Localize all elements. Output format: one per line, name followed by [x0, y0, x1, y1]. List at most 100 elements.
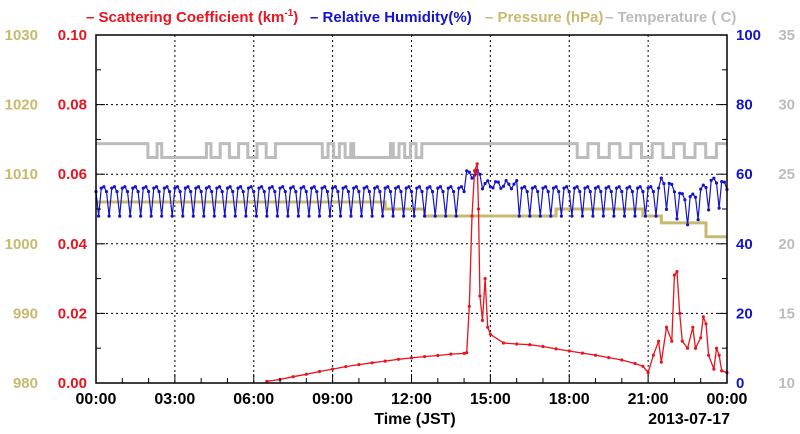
humidity-point — [523, 185, 527, 189]
humidity-point — [480, 187, 485, 191]
scattering-point — [664, 325, 669, 329]
humidity-point — [157, 190, 161, 194]
scattering-point — [701, 315, 705, 319]
humidity-point — [307, 214, 311, 218]
humidity-point — [591, 214, 595, 218]
humidity-tick-label: 40 — [736, 236, 753, 253]
humidity-point — [97, 214, 101, 218]
humidity-point — [165, 185, 169, 189]
scattering-point — [344, 365, 348, 369]
scattering-point — [370, 361, 374, 365]
humidity-point — [262, 190, 266, 194]
humidity-point — [699, 187, 703, 191]
scattering-point — [580, 351, 585, 355]
humidity-point — [317, 214, 322, 218]
humidity-point — [423, 214, 427, 218]
plot-area — [94, 34, 729, 384]
humidity-point — [565, 185, 569, 189]
humidity-point — [441, 190, 445, 194]
humidity-point — [249, 185, 253, 189]
humidity-point — [136, 190, 140, 194]
scattering-point — [486, 325, 490, 329]
humidity-point — [199, 190, 203, 194]
humidity-point — [680, 192, 684, 196]
scattering-point — [541, 344, 545, 349]
humidity-point — [583, 186, 587, 190]
humidity-point — [536, 190, 540, 194]
scattering-point — [720, 369, 724, 373]
humidity-point — [218, 185, 222, 189]
humidity-point — [509, 187, 513, 191]
pressure-tick-label: 1030 — [5, 27, 38, 44]
humidity-point — [654, 214, 658, 218]
humidity-point — [215, 186, 219, 190]
scattering-point — [357, 363, 361, 367]
humidity-point — [320, 186, 324, 190]
humidity-point — [575, 185, 579, 189]
humidity-point — [273, 190, 277, 194]
humidity-point — [102, 185, 106, 189]
humidity-point — [207, 185, 211, 189]
humidity-point — [302, 185, 306, 189]
humidity-tick-label: 80 — [736, 97, 753, 114]
humidity-point — [649, 185, 653, 189]
humidity-point — [402, 214, 406, 218]
humidity-point — [354, 185, 358, 189]
scattering-point — [699, 336, 703, 340]
x-tick-label: 15:00 — [470, 391, 511, 408]
humidity-point — [149, 214, 153, 218]
humidity-point — [336, 190, 340, 194]
humidity-point — [528, 214, 532, 218]
humidity-point — [386, 185, 390, 189]
humidity-point — [541, 186, 545, 190]
humidity-point — [257, 186, 261, 190]
humidity-point — [722, 180, 727, 184]
humidity-point — [144, 185, 148, 189]
humidity-tick-label: 100 — [736, 27, 761, 44]
scattering-point — [691, 325, 695, 329]
humidity-point — [338, 214, 343, 218]
humidity-point — [704, 185, 708, 190]
scattering-points — [265, 162, 729, 383]
humidity-point — [162, 186, 166, 190]
humidity-point — [567, 190, 571, 194]
legend-pressure-label: Pressure (hPa) — [498, 9, 604, 26]
x-tick-label: 18:00 — [549, 391, 590, 408]
humidity-point — [586, 185, 590, 189]
humidity-point — [693, 195, 698, 199]
humidity-point — [299, 186, 303, 190]
scattering-tick-label: 0.00 — [58, 375, 87, 392]
humidity-point — [636, 186, 640, 190]
humidity-point — [191, 214, 195, 218]
humidity-point — [352, 186, 356, 190]
humidity-point — [499, 186, 503, 190]
humidity-point — [717, 206, 721, 210]
humidity-point — [430, 190, 435, 194]
humidity-point — [462, 190, 466, 194]
humidity-point — [407, 185, 411, 189]
humidity-point — [604, 186, 608, 190]
humidity-point — [225, 186, 230, 190]
humidity-point — [260, 185, 264, 189]
legend: – Scattering Coefficient (km-1) – Relati… — [86, 8, 736, 26]
humidity-point — [270, 185, 274, 189]
humidity-point — [375, 185, 379, 189]
scattering-point — [291, 375, 295, 379]
humidity-point — [675, 217, 679, 221]
humidity-point — [444, 214, 448, 218]
scattering-point — [620, 358, 624, 362]
humidity-point — [544, 185, 548, 189]
humidity-point — [231, 190, 235, 194]
humidity-point — [454, 214, 458, 218]
scattering-tick-label: 0.08 — [58, 97, 87, 114]
humidity-point — [483, 181, 487, 186]
humidity-point — [428, 185, 432, 189]
humidity-point — [168, 190, 172, 194]
scattering-point — [383, 359, 387, 363]
humidity-point — [189, 190, 193, 194]
humidity-point — [104, 190, 109, 194]
humidity-point — [530, 186, 535, 190]
humidity-point — [267, 186, 272, 190]
humidity-point — [436, 186, 440, 190]
humidity-point — [546, 190, 550, 194]
